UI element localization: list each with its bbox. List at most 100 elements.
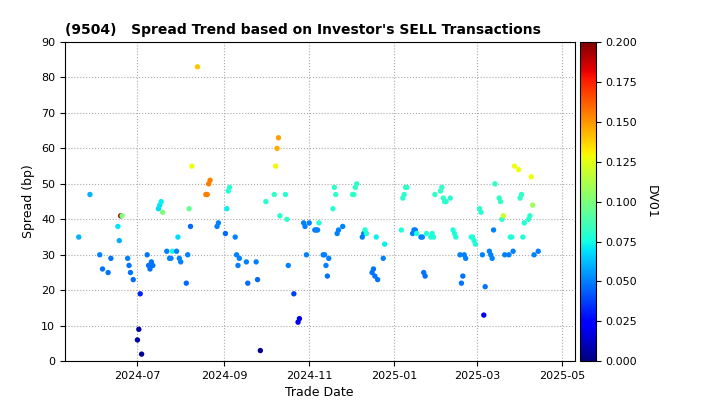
Point — [94, 252, 105, 258]
Point — [467, 234, 478, 240]
Point — [174, 255, 185, 262]
Y-axis label: Spread (bp): Spread (bp) — [22, 165, 35, 239]
Point — [480, 284, 491, 290]
Point — [459, 252, 470, 258]
Point — [485, 252, 497, 258]
Point — [379, 241, 390, 247]
Point — [203, 181, 215, 187]
Point — [269, 191, 280, 198]
Point — [495, 198, 506, 205]
Point — [397, 195, 408, 202]
Point — [417, 234, 428, 240]
Point — [122, 255, 133, 262]
Point — [271, 145, 283, 152]
Point — [274, 213, 286, 219]
Point — [127, 276, 139, 283]
Point — [359, 227, 371, 234]
Point — [105, 255, 117, 262]
Point — [212, 220, 224, 226]
Point — [181, 280, 192, 286]
Point — [460, 255, 472, 262]
Point — [292, 319, 304, 326]
Point — [516, 191, 527, 198]
Point — [117, 213, 128, 219]
Point — [233, 255, 245, 262]
Point — [260, 198, 271, 205]
Point — [419, 273, 431, 279]
Point — [337, 223, 348, 230]
Point — [84, 191, 96, 198]
Point — [475, 209, 487, 215]
Point — [333, 227, 344, 234]
Point — [407, 230, 418, 237]
Point — [240, 259, 252, 265]
Point — [279, 191, 291, 198]
Point — [401, 184, 413, 191]
Point — [526, 173, 537, 180]
Point — [533, 248, 544, 255]
Point — [456, 280, 467, 286]
Point — [358, 230, 369, 237]
Point — [398, 191, 410, 198]
Point — [496, 216, 508, 223]
Point — [410, 227, 421, 234]
Point — [298, 220, 310, 226]
Point — [133, 326, 145, 333]
Point — [395, 227, 407, 234]
Point — [468, 237, 480, 244]
Point — [361, 230, 372, 237]
Point — [450, 234, 462, 240]
Point — [517, 234, 528, 240]
Point — [231, 252, 243, 258]
Point — [288, 291, 300, 297]
Y-axis label: DV01: DV01 — [645, 185, 658, 218]
Point — [270, 163, 282, 170]
Point — [435, 188, 446, 194]
Point — [369, 273, 381, 279]
Point — [171, 248, 182, 255]
Point — [447, 227, 459, 234]
Point — [505, 234, 516, 240]
Point — [474, 205, 485, 212]
Point — [400, 184, 411, 191]
Point — [439, 198, 451, 205]
Point — [125, 269, 136, 276]
Point — [172, 234, 184, 240]
Point — [347, 191, 359, 198]
Point — [156, 198, 167, 205]
Point — [221, 205, 233, 212]
Point — [166, 248, 178, 255]
Point — [528, 252, 540, 258]
Point — [469, 241, 481, 247]
Point — [348, 191, 360, 198]
Point — [132, 336, 143, 343]
Point — [322, 273, 333, 279]
Point — [233, 262, 244, 269]
Point — [331, 230, 343, 237]
Point — [303, 220, 315, 226]
Point — [489, 181, 500, 187]
Point — [356, 234, 368, 240]
Point — [252, 276, 264, 283]
Point — [478, 312, 490, 318]
Point — [135, 291, 146, 297]
Point — [371, 234, 382, 240]
Point — [349, 184, 361, 191]
Point — [328, 184, 340, 191]
Point — [351, 181, 362, 187]
Point — [163, 255, 175, 262]
Point — [523, 216, 534, 223]
Point — [200, 191, 212, 198]
Point — [115, 213, 127, 219]
Point — [211, 223, 222, 230]
Point — [319, 252, 330, 258]
Point — [220, 230, 231, 237]
Point — [242, 280, 253, 286]
Point — [508, 248, 519, 255]
Point — [457, 273, 469, 279]
Point — [320, 262, 332, 269]
Point — [503, 252, 515, 258]
Point — [184, 205, 195, 212]
Point — [377, 255, 389, 262]
Point — [144, 265, 156, 272]
